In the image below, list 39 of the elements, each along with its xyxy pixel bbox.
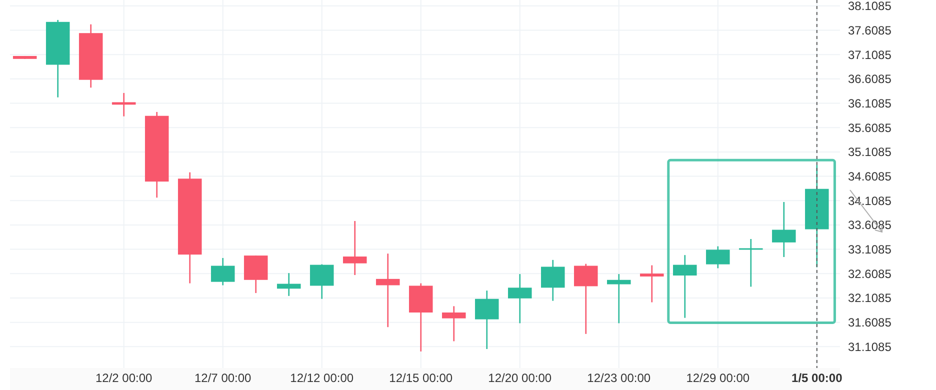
x-tick-label: 12/23 00:00	[587, 371, 651, 385]
x-tick-label: 12/2 00:00	[95, 371, 153, 385]
y-tick-label: 37.6085	[848, 23, 892, 38]
y-tick-label: 33.6085	[848, 218, 892, 232]
candlestick	[310, 264, 334, 300]
candlestick	[508, 273, 532, 324]
candlestick	[442, 306, 466, 342]
y-tick-label: 37.1085	[848, 48, 892, 62]
x-tick-label: 12/15 00:00	[389, 371, 453, 385]
candlestick	[607, 273, 631, 324]
y-tick-label: 32.6085	[848, 266, 892, 281]
y-tick-label: 31.1085	[848, 340, 892, 354]
y-tick-label: 33.1085	[848, 242, 892, 256]
candlestick	[276, 272, 301, 297]
x-tick-label: 1/5 00:00	[792, 371, 843, 385]
y-tick-label: 31.6085	[848, 316, 892, 330]
candlestick	[376, 252, 400, 328]
y-tick-label: 36.1085	[848, 96, 892, 110]
candlestick	[210, 257, 235, 286]
x-tick-label: 12/29 00:00	[686, 371, 750, 385]
x-tick-label: 12/20 00:00	[488, 371, 552, 385]
candlestick	[640, 264, 664, 303]
y-tick-label: 34.6085	[848, 169, 892, 184]
candlestick	[541, 259, 565, 302]
y-tick-label: 32.1085	[848, 291, 892, 306]
x-tick-label: 12/7 00:00	[194, 371, 252, 385]
y-tick-label: 35.6085	[848, 120, 892, 135]
candlestick	[342, 220, 367, 276]
y-tick-label: 34.1085	[848, 194, 892, 208]
y-tick-label: 35.1085	[848, 145, 892, 160]
x-tick-label: 12/12 00:00	[290, 371, 354, 385]
candlestick	[772, 201, 796, 258]
candlestick	[112, 92, 136, 117]
candlestick	[706, 246, 730, 269]
candlestick	[475, 290, 499, 350]
y-tick-label: 38.1085	[848, 0, 892, 14]
candlestick	[574, 263, 598, 335]
y-tick-label: 36.6085	[848, 72, 892, 86]
candlestick	[673, 254, 697, 319]
